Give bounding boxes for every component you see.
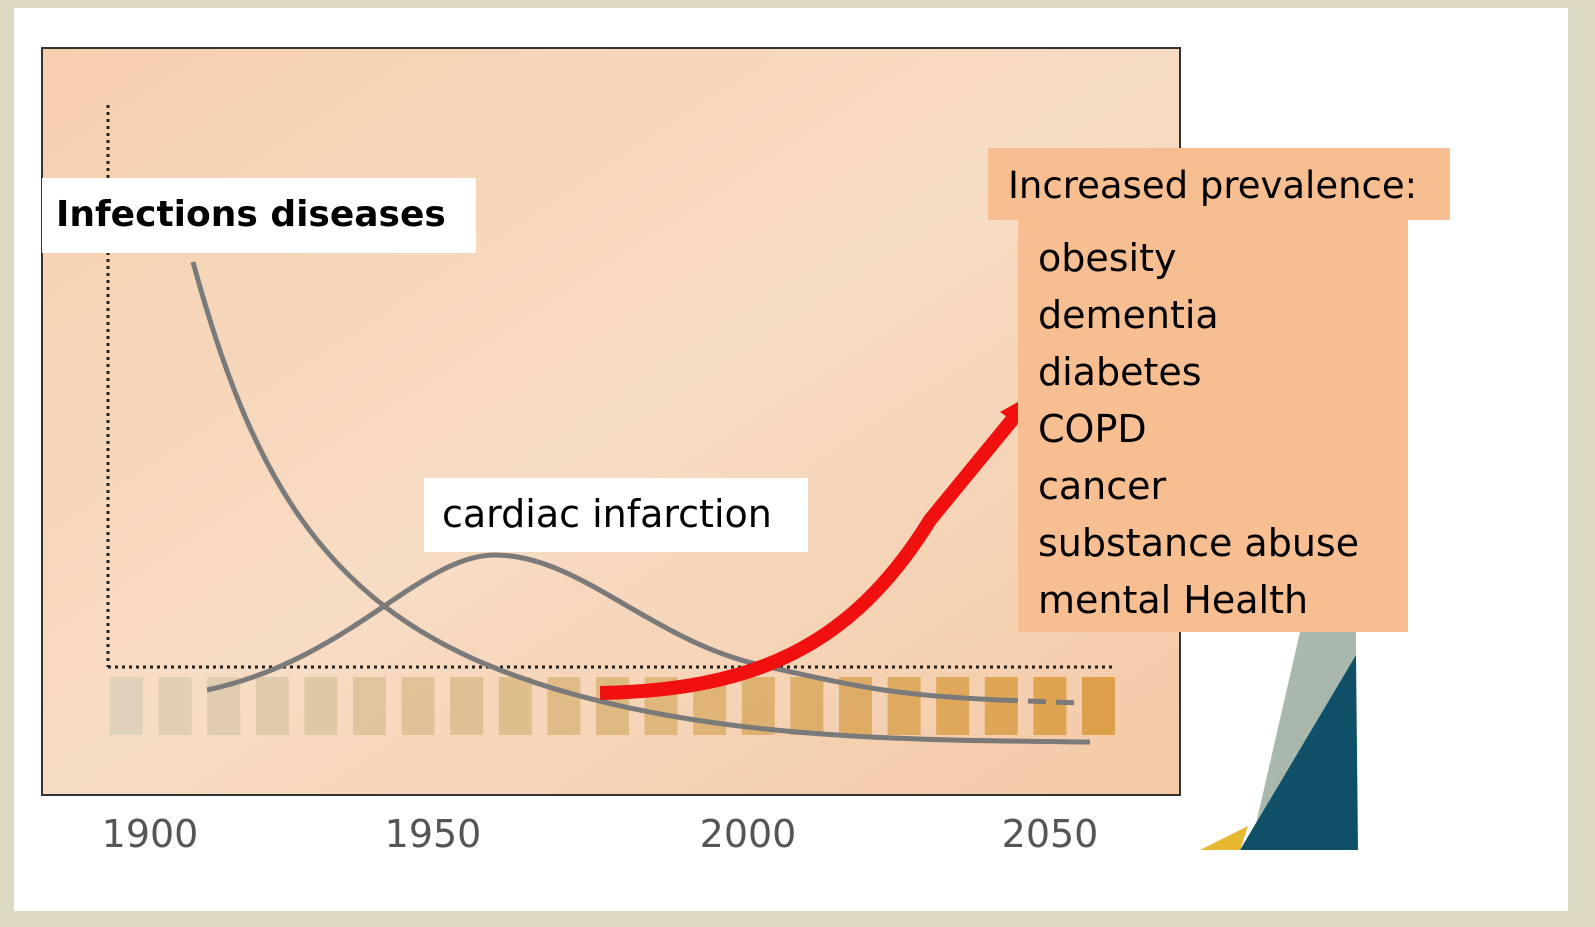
- prevalence-item: mental Health: [1038, 572, 1408, 629]
- prevalence-item: substance abuse: [1038, 515, 1408, 572]
- timeline-block: [1033, 677, 1066, 735]
- timeline-block: [304, 677, 337, 735]
- prevalence-title: Increased prevalence:: [988, 148, 1450, 220]
- prevalence-item: cancer: [1038, 458, 1408, 515]
- cardiac-curve-projection: [1000, 700, 1080, 703]
- timeline-block: [499, 677, 532, 735]
- prevalence-item: obesity: [1038, 230, 1408, 287]
- cardiac-label: cardiac infarction: [424, 478, 808, 552]
- x-axis-label: 2050: [1002, 812, 1099, 856]
- prevalence-item: diabetes: [1038, 344, 1408, 401]
- x-axis-label: 1900: [102, 812, 199, 856]
- prevalence-item: dementia: [1038, 287, 1408, 344]
- prevalence-item: COPD: [1038, 401, 1408, 458]
- timeline-block: [110, 677, 143, 735]
- timeline-block: [450, 677, 483, 735]
- slide: Infections diseases cardiac infarction I…: [0, 0, 1595, 927]
- timeline-block: [936, 677, 969, 735]
- timeline-block: [353, 677, 386, 735]
- x-axis-label: 2000: [700, 812, 797, 856]
- timeline-block: [985, 677, 1018, 735]
- timeline-block: [790, 677, 823, 735]
- timeline-block: [888, 677, 921, 735]
- decor-shape: [1200, 826, 1248, 850]
- timeline-block: [159, 677, 192, 735]
- infections-label: Infections diseases: [42, 178, 476, 253]
- timeline-block: [1082, 677, 1115, 735]
- timeline-block: [256, 677, 289, 735]
- x-axis-label: 1950: [385, 812, 482, 856]
- timeline-block: [402, 677, 435, 735]
